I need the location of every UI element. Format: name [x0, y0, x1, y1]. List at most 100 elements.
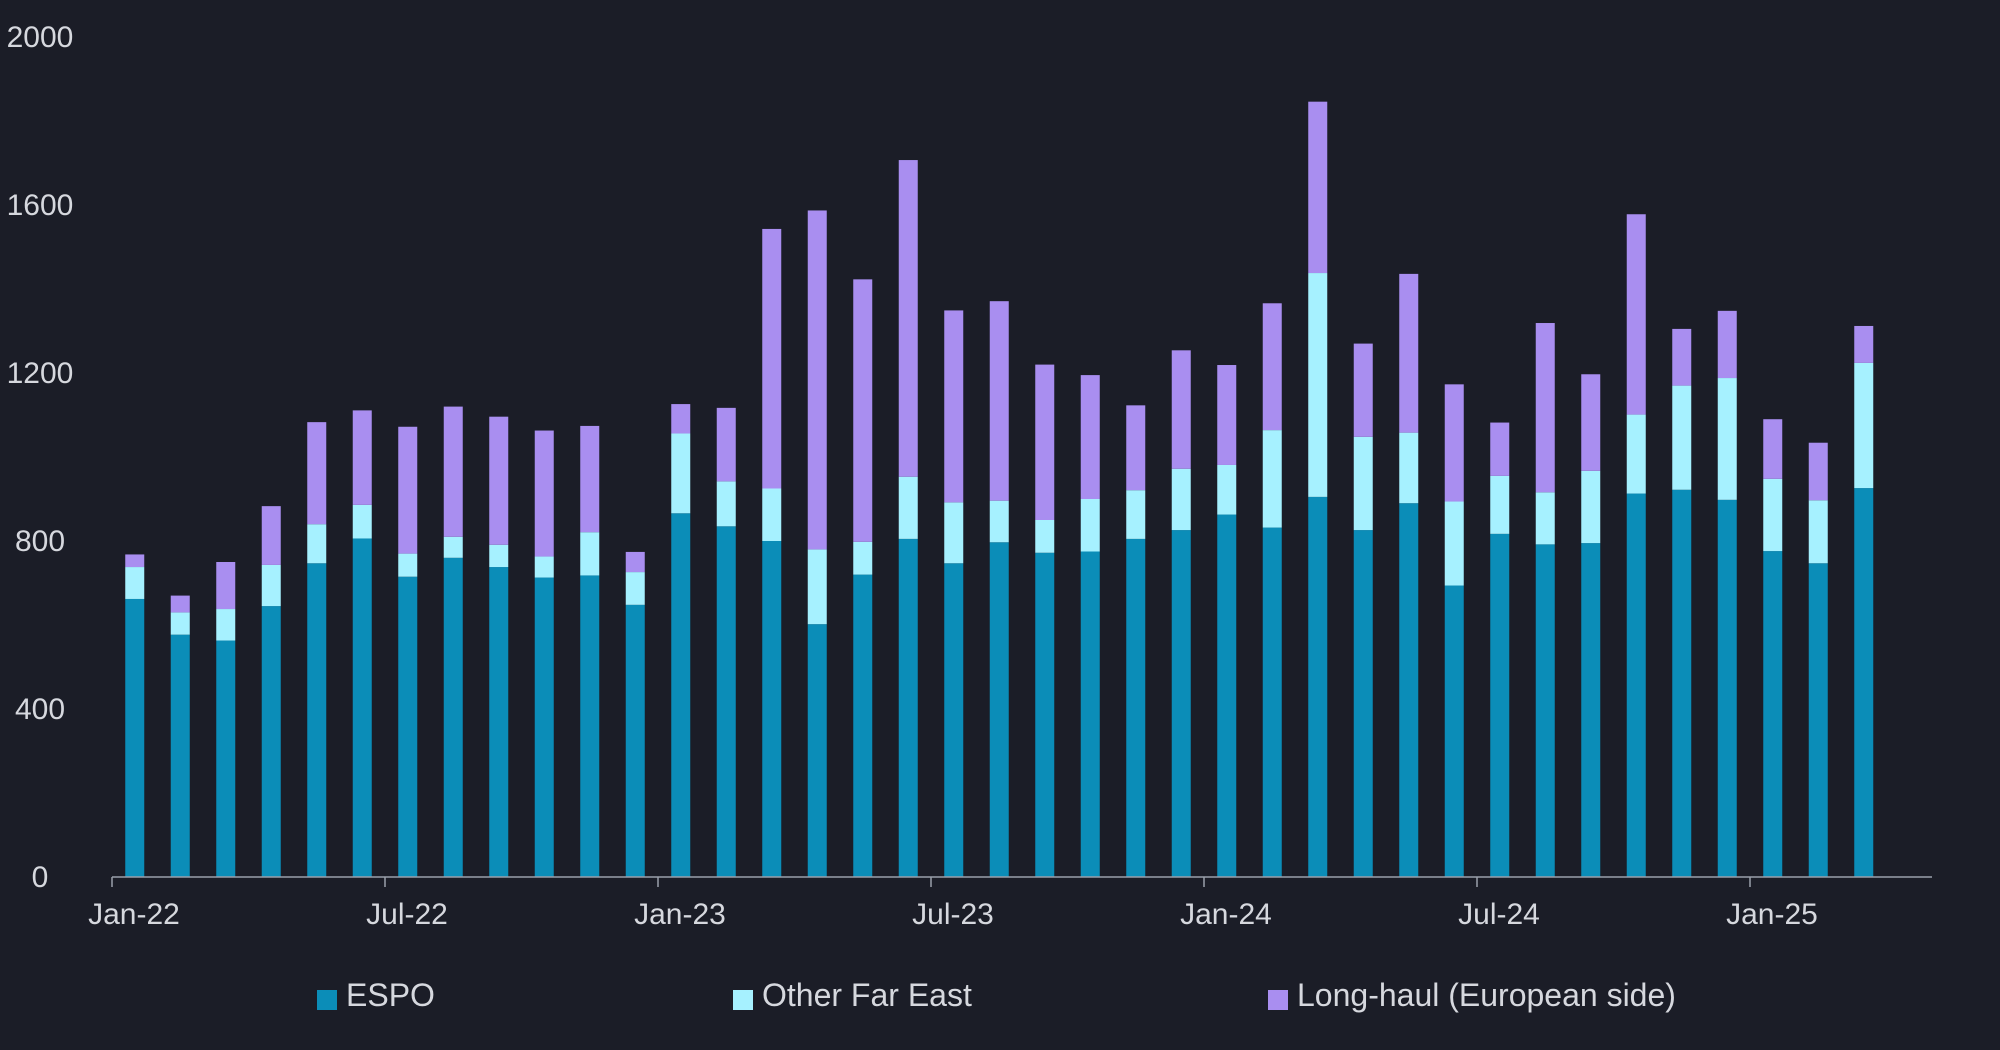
- bar-segment-other-far-east: [534, 556, 554, 578]
- bar-segment-long-haul: [580, 425, 600, 533]
- y-tick-label: 2000: [7, 21, 74, 54]
- y-tick-label: 1600: [7, 189, 74, 222]
- bars: [125, 101, 1874, 877]
- bar-segment-long-haul: [625, 551, 645, 573]
- bar-segment-long-haul: [1217, 365, 1237, 465]
- bar-segment-espo: [898, 538, 918, 877]
- bar-segment-other-far-east: [1444, 501, 1464, 586]
- bar-segment-long-haul: [1763, 419, 1783, 479]
- y-tick-label: 400: [15, 693, 65, 726]
- bar-segment-other-far-east: [170, 612, 190, 635]
- bar-segment-long-haul: [1717, 310, 1737, 379]
- bar-segment-long-haul: [1535, 323, 1555, 493]
- bar-segment-espo: [1535, 544, 1555, 877]
- bar-segment-other-far-east: [1490, 475, 1510, 534]
- bar-segment-espo: [1399, 503, 1419, 877]
- bar-segment-long-haul: [853, 279, 873, 542]
- bar-segment-long-haul: [1353, 343, 1373, 437]
- legend-swatch: [733, 990, 753, 1010]
- bar-segment-other-far-east: [853, 541, 873, 575]
- bar-segment-long-haul: [1490, 422, 1510, 476]
- bar-segment-espo: [989, 542, 1009, 877]
- bar-segment-long-haul: [1308, 101, 1328, 274]
- y-tick-label: 800: [15, 525, 65, 558]
- bar-segment-espo: [1444, 585, 1464, 877]
- bar-segment-long-haul: [944, 310, 964, 503]
- legend-item-long-haul: Long-haul (European side): [1268, 977, 1676, 1013]
- bar-segment-espo: [671, 513, 691, 877]
- bar-segment-long-haul: [716, 407, 736, 482]
- bar-segment-espo: [762, 541, 782, 877]
- bar-segment-long-haul: [352, 410, 372, 505]
- bar-segment-other-far-east: [1080, 499, 1100, 552]
- bar-segment-other-far-east: [1262, 430, 1282, 528]
- bar-segment-espo: [443, 557, 463, 877]
- legend: ESPO Other Far East Long-haul (European si…: [317, 977, 1676, 1013]
- x-tick-label: Jan-23: [634, 898, 726, 931]
- bar-segment-espo: [1262, 527, 1282, 877]
- bar-segment-other-far-east: [1308, 273, 1328, 497]
- bar-segment-other-far-east: [989, 500, 1009, 543]
- bar-segment-other-far-east: [1763, 478, 1783, 552]
- bar-segment-espo: [1217, 514, 1237, 877]
- bar-segment-other-far-east: [1126, 490, 1146, 539]
- bar-segment-other-far-east: [1399, 432, 1419, 504]
- bar-segment-espo: [125, 598, 145, 877]
- y-tick-label: 0: [32, 861, 49, 894]
- bar-segment-espo: [1763, 551, 1783, 877]
- bar-segment-espo: [1035, 552, 1055, 877]
- legend-label: Other Far East: [762, 977, 972, 1013]
- y-tick-label: 1200: [7, 357, 74, 390]
- bar-segment-long-haul: [398, 426, 418, 554]
- bar-segment-other-far-east: [261, 564, 281, 607]
- bar-segment-long-haul: [671, 404, 691, 434]
- bar-segment-espo: [1581, 543, 1601, 877]
- bar-segment-other-far-east: [398, 553, 418, 577]
- legend-item-espo: ESPO: [317, 977, 435, 1013]
- bar-segment-long-haul: [534, 430, 554, 557]
- bar-segment-long-haul: [261, 506, 281, 565]
- bar-segment-long-haul: [1035, 364, 1055, 520]
- legend-swatch: [317, 990, 337, 1010]
- x-tick-label: Jan-24: [1180, 898, 1272, 931]
- bar-segment-other-far-east: [489, 544, 509, 568]
- bar-segment-long-haul: [170, 595, 190, 613]
- bar-segment-other-far-east: [1535, 492, 1555, 545]
- bar-segment-other-far-east: [1171, 468, 1191, 531]
- bar-segment-long-haul: [216, 562, 236, 610]
- x-tick-label: Jul-23: [912, 898, 994, 931]
- bar-segment-espo: [1626, 493, 1646, 877]
- bar-segment-other-far-east: [944, 502, 964, 564]
- bar-segment-other-far-east: [625, 572, 645, 605]
- bar-segment-other-far-east: [762, 488, 782, 541]
- bar-segment-other-far-east: [216, 609, 236, 641]
- bar-segment-espo: [1353, 530, 1373, 877]
- bar-segment-espo: [1308, 496, 1328, 877]
- bar-segment-espo: [1854, 488, 1874, 877]
- bar-segment-other-far-east: [1808, 500, 1828, 564]
- bar-segment-other-far-east: [898, 476, 918, 539]
- bar-segment-long-haul: [1854, 325, 1874, 363]
- bar-segment-espo: [853, 574, 873, 877]
- legend-item-other-far-east: Other Far East: [733, 977, 972, 1013]
- bar-segment-other-far-east: [807, 549, 827, 625]
- bar-segment-espo: [716, 526, 736, 877]
- bar-segment-espo: [625, 604, 645, 877]
- bar-segment-espo: [261, 606, 281, 877]
- bar-segment-long-haul: [898, 160, 918, 477]
- bar-segment-espo: [1808, 563, 1828, 877]
- bar-segment-espo: [398, 576, 418, 877]
- bar-segment-long-haul: [307, 422, 327, 525]
- bar-segment-other-far-east: [307, 524, 327, 564]
- bar-segment-espo: [352, 538, 372, 877]
- x-tick-label: Jan-22: [88, 898, 180, 931]
- bar-segment-long-haul: [1672, 328, 1692, 386]
- bar-segment-espo: [1080, 551, 1100, 877]
- bar-segment-espo: [1672, 489, 1692, 877]
- x-axis: Jan-22 Jul-22 Jan-23 Jul-23 Jan-24 Jul-24 Jan-…: [88, 876, 1932, 931]
- x-tick-label: Jan-25: [1726, 898, 1818, 931]
- bar-segment-other-far-east: [1672, 385, 1692, 490]
- x-tick-label: Jul-22: [366, 898, 448, 931]
- bar-segment-long-haul: [1444, 384, 1464, 502]
- bar-segment-other-far-east: [1854, 362, 1874, 489]
